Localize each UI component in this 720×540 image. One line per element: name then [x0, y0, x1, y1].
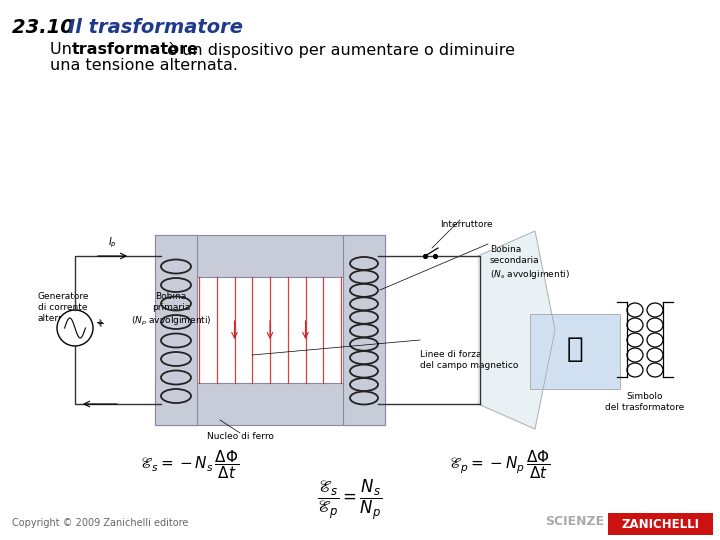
Text: +: +	[95, 318, 103, 328]
Text: Il trasformatore: Il trasformatore	[68, 18, 243, 37]
Text: Interruttore: Interruttore	[440, 220, 492, 229]
Bar	[155, 383, 385, 425]
Text: 23.10: 23.10	[12, 18, 81, 37]
Bar	[155, 235, 385, 277]
Text: $\mathscr{E}_p = -N_p\,\dfrac{\Delta\Phi}{\Delta t}$: $\mathscr{E}_p = -N_p\,\dfrac{\Delta\Phi…	[449, 448, 551, 481]
Text: una tensione alternata.: una tensione alternata.	[50, 58, 238, 73]
Text: Bobina
secondaria
($N_s$ avvolgimenti): Bobina secondaria ($N_s$ avvolgimenti)	[490, 245, 570, 281]
Text: +: +	[96, 319, 104, 329]
Text: Linee di forza
del campo magnetico: Linee di forza del campo magnetico	[420, 350, 518, 370]
Text: Generatore
di corrente
alternata: Generatore di corrente alternata	[38, 292, 89, 323]
FancyBboxPatch shape	[530, 314, 620, 389]
Text: Nucleo di ferro: Nucleo di ferro	[207, 432, 274, 441]
Text: Bobina
primaria
($N_p$ avvolgimenti): Bobina primaria ($N_p$ avvolgimenti)	[131, 292, 211, 328]
Text: ZANICHELLI: ZANICHELLI	[621, 517, 699, 530]
Text: Copyright © 2009 Zanichelli editore: Copyright © 2009 Zanichelli editore	[12, 518, 189, 528]
Bar	[608, 513, 713, 535]
Bar	[155, 235, 197, 425]
Circle shape	[57, 310, 93, 346]
Text: $\dfrac{\mathscr{E}_s}{\mathscr{E}_p} = \dfrac{N_s}{N_p}$: $\dfrac{\mathscr{E}_s}{\mathscr{E}_p} = …	[318, 478, 382, 522]
Text: $I_p$: $I_p$	[107, 235, 117, 250]
Text: Simbolo
del trasformatore: Simbolo del trasformatore	[606, 392, 685, 412]
Text: è un dispositivo per aumentare o diminuire: è un dispositivo per aumentare o diminui…	[162, 42, 515, 58]
Text: trasformatore: trasformatore	[72, 42, 199, 57]
Polygon shape	[478, 231, 555, 429]
Text: $\mathscr{E}_s = -N_s\,\dfrac{\Delta\Phi}{\Delta t}$: $\mathscr{E}_s = -N_s\,\dfrac{\Delta\Phi…	[140, 448, 240, 481]
Text: Un: Un	[50, 42, 77, 57]
Bar	[343, 235, 385, 425]
Text: SCIENZE: SCIENZE	[545, 515, 604, 528]
Text: 🐦: 🐦	[567, 335, 583, 363]
Bar	[5, 210, 710, 440]
